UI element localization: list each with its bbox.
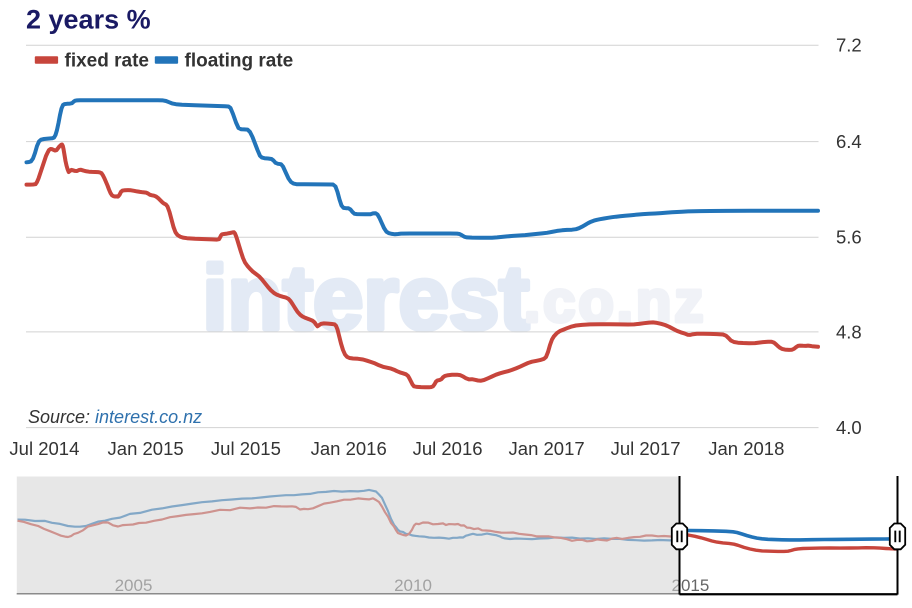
svg-text:Jul 2016: Jul 2016 [413, 438, 483, 459]
svg-text:Jan 2016: Jan 2016 [311, 438, 387, 459]
svg-text:2 years %: 2 years % [26, 5, 151, 35]
svg-text:2015: 2015 [671, 576, 709, 595]
svg-text:5.6: 5.6 [836, 227, 862, 248]
svg-text:4.8: 4.8 [836, 321, 862, 342]
svg-text:interest: interest [202, 248, 529, 349]
svg-text:Jul 2017: Jul 2017 [611, 438, 681, 459]
svg-text:Jul 2014: Jul 2014 [9, 438, 79, 459]
svg-text:fixed rate: fixed rate [65, 50, 149, 71]
svg-text:Jul 2015: Jul 2015 [211, 438, 281, 459]
svg-text:Jan 2017: Jan 2017 [509, 438, 585, 459]
svg-text:Jan 2015: Jan 2015 [108, 438, 184, 459]
svg-text:.co.nz: .co.nz [524, 270, 706, 335]
svg-text:Jan 2018: Jan 2018 [708, 438, 784, 459]
svg-text:4.0: 4.0 [836, 417, 862, 438]
svg-text:7.2: 7.2 [836, 35, 862, 56]
svg-text:6.4: 6.4 [836, 131, 862, 152]
svg-text:Source: interest.co.nz: Source: interest.co.nz [28, 407, 202, 427]
svg-text:floating rate: floating rate [185, 50, 294, 71]
